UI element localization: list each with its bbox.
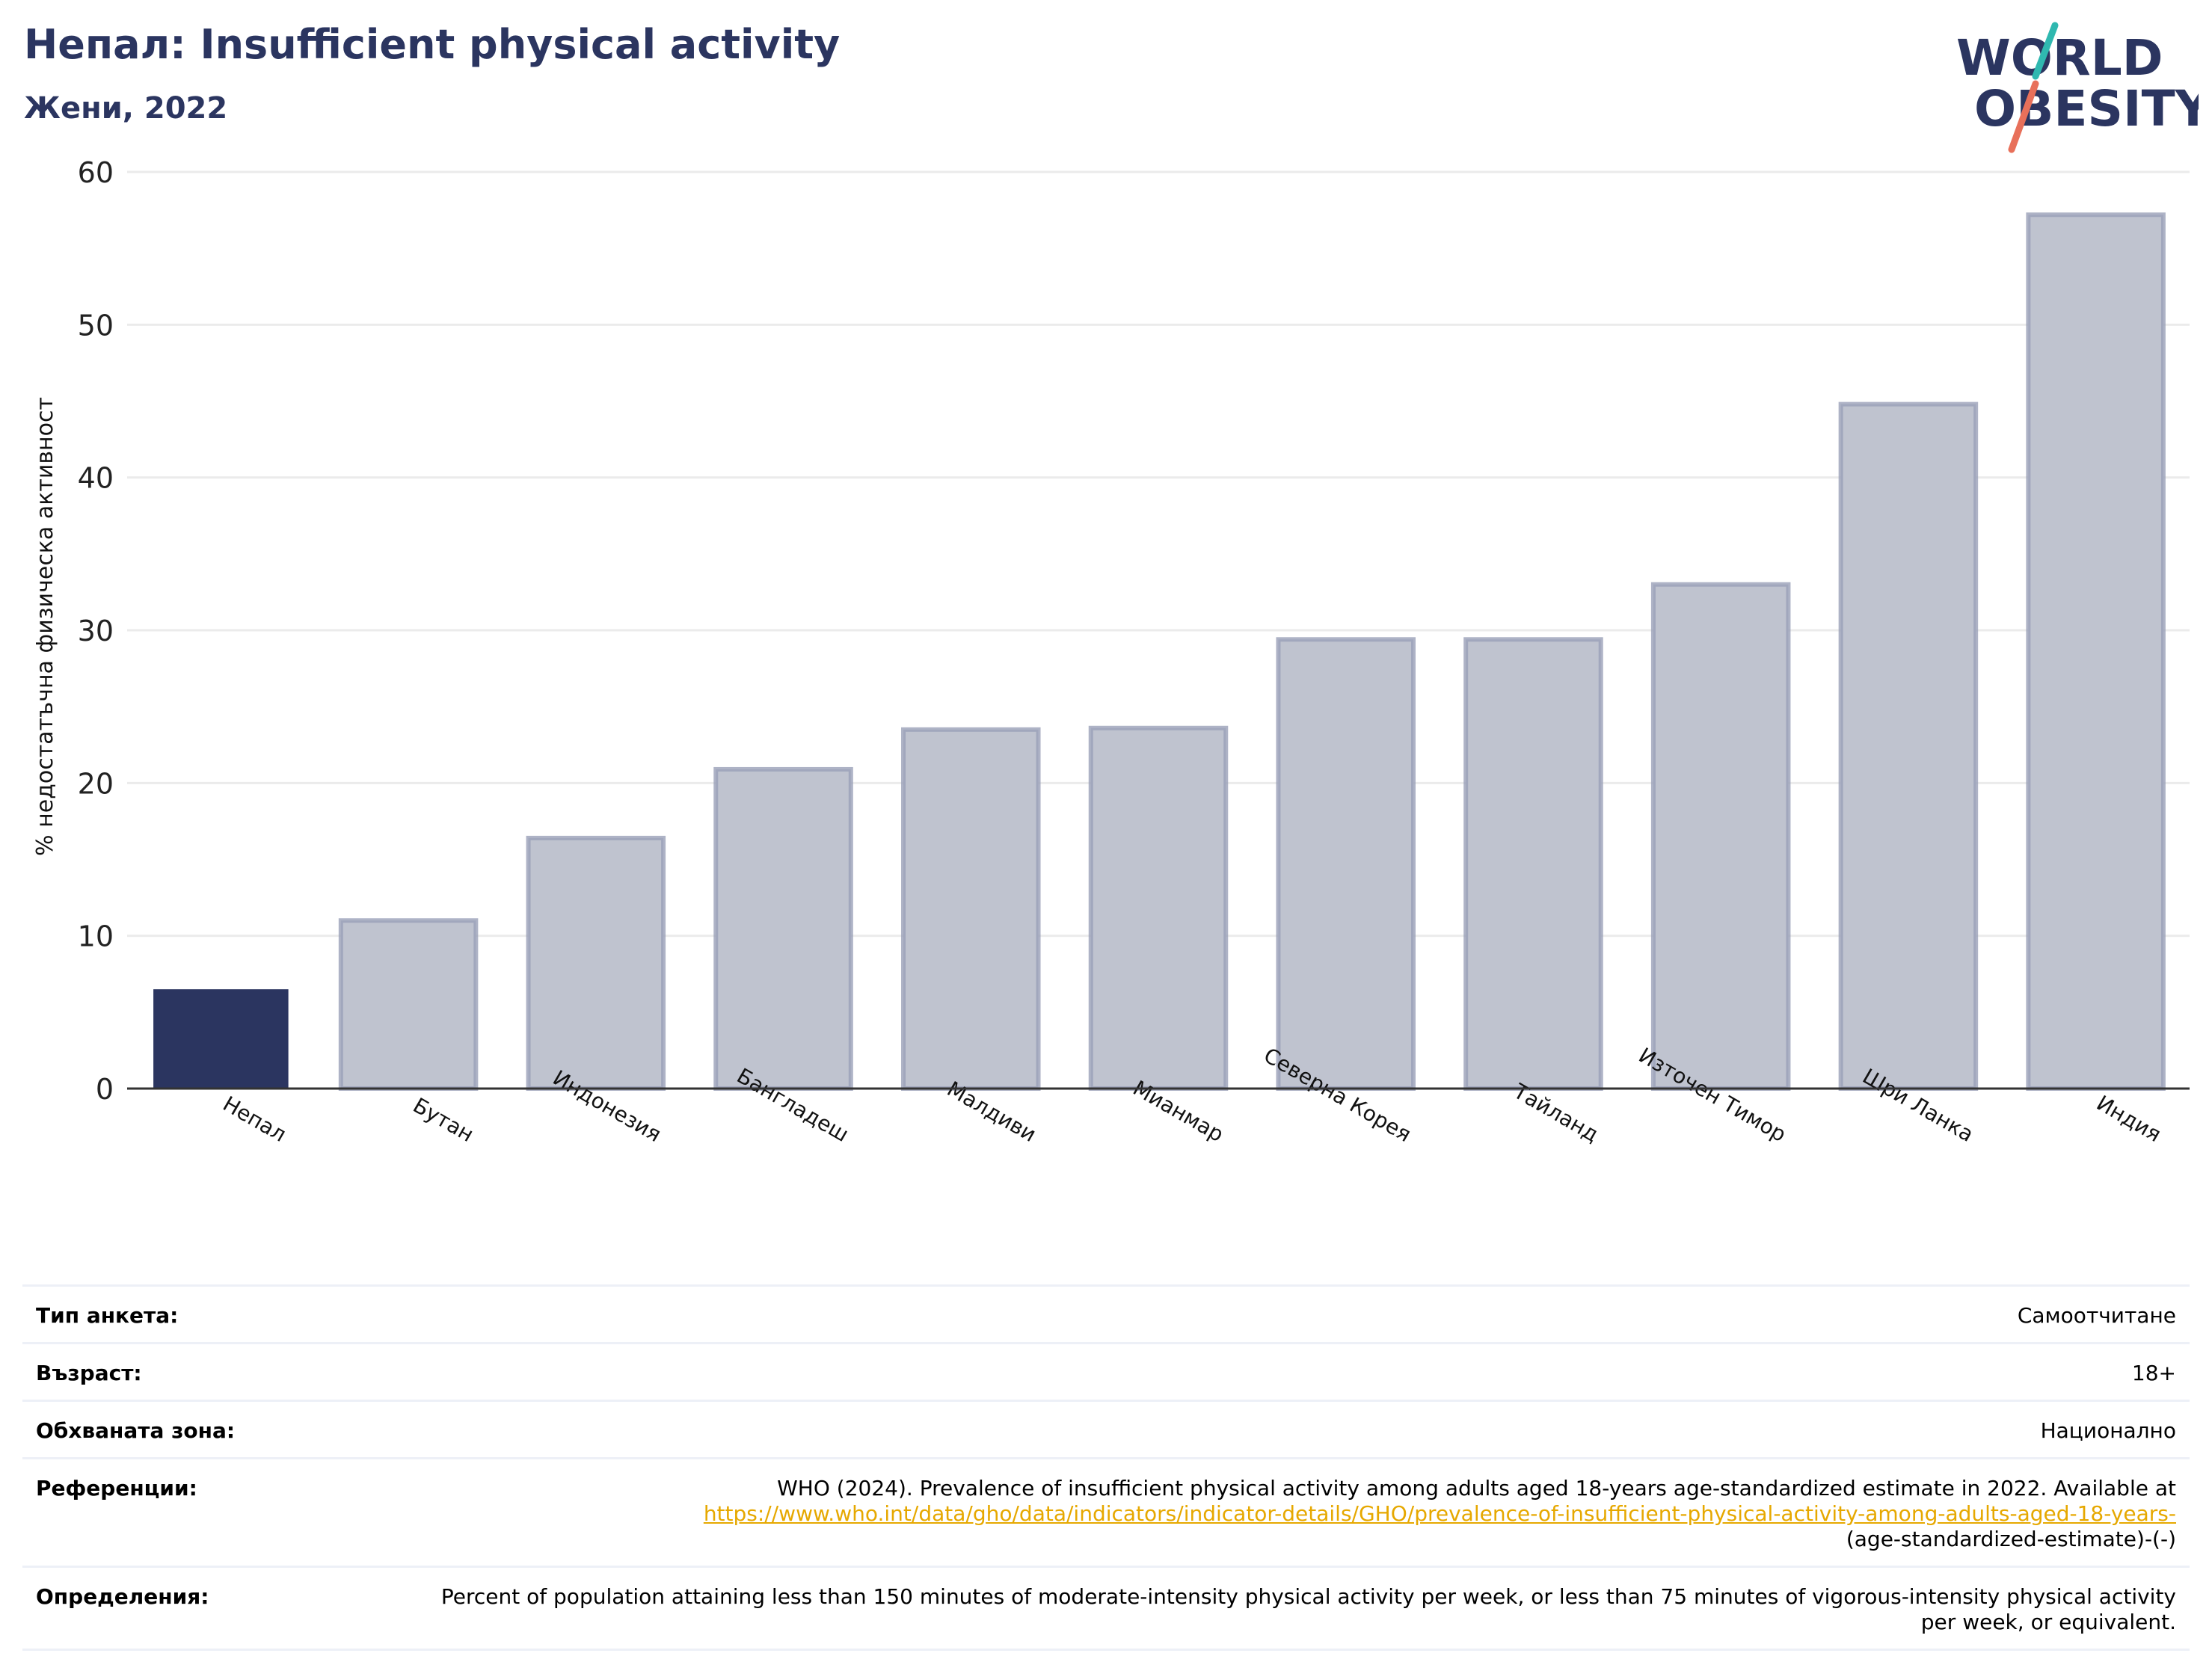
bar-10: [2026, 212, 2166, 1091]
logo-word-world: WORLD: [1956, 29, 2163, 87]
x-tick-label: Непал: [218, 1092, 290, 1147]
references-suffix: (age-standardized-estimate)-(-): [1846, 1527, 2176, 1551]
age-label: Възраст:: [36, 1361, 142, 1385]
bar-6: [1276, 637, 1416, 1091]
meta-row-age: Възраст: 18+: [22, 1342, 2190, 1400]
references-label: Референции:: [36, 1476, 197, 1501]
logo-word-obesity: OBESITY: [1974, 80, 2199, 138]
bar-8: [1650, 582, 1791, 1091]
meta-row-references: Референции: WHO (2024). Prevalence of in…: [22, 1457, 2190, 1566]
area-label: Обхваната зона:: [36, 1418, 236, 1443]
area-value: Национално: [2040, 1418, 2176, 1443]
chart-title: Непал: Insufficient physical activity: [24, 21, 841, 68]
y-tick-label: 20: [78, 767, 114, 800]
y-tick-label: 10: [78, 920, 114, 953]
y-tick-label: 50: [78, 309, 114, 342]
meta-row-area: Обхваната зона: Национално: [22, 1400, 2190, 1457]
logo-slash-teal: [2032, 22, 2059, 80]
bar-2: [526, 835, 666, 1091]
bar-3: [713, 766, 853, 1092]
definitions-value: Percent of population attaining less tha…: [440, 1584, 2176, 1634]
bar-chart: 0 10 20 30 40 50 60 % недостатъчна физическа ак…: [32, 156, 2190, 1147]
references-value: WHO (2024). Prevalence of insufficient p…: [425, 1476, 2176, 1552]
meta-row-survey-type: Тип анкета: Самоотчитане: [22, 1284, 2190, 1342]
meta-row-definitions: Определения: Percent of population attai…: [22, 1566, 2190, 1651]
survey-type-label: Тип анкета:: [36, 1303, 179, 1328]
metadata-table: Тип анкета: Самоотчитане Възраст: 18+ Об…: [22, 1284, 2190, 1651]
references-text: WHO (2024). Prevalence of insufficient p…: [777, 1476, 2176, 1501]
x-tick-label: Индия: [2092, 1091, 2166, 1147]
y-axis-label: % недостатъчна физическа активност: [32, 397, 58, 856]
definitions-label: Определения:: [36, 1584, 209, 1609]
x-tick-label: Бутан: [409, 1093, 478, 1147]
references-link[interactable]: https://www.who.int/data/gho/data/indica…: [703, 1501, 2176, 1526]
bar-9: [1838, 401, 1979, 1091]
logo-slash-coral: [2008, 80, 2039, 153]
y-tick-label: 30: [78, 615, 114, 647]
y-tick-label: 60: [78, 156, 114, 189]
survey-type-value: Самоотчитане: [2017, 1303, 2176, 1328]
bar-5: [1088, 725, 1229, 1091]
y-tick-label: 40: [78, 462, 114, 495]
y-tick-label: 0: [96, 1073, 114, 1106]
bar-1: [338, 918, 479, 1091]
age-value: 18+: [2131, 1361, 2176, 1385]
chart-subtitle: Жени, 2022: [24, 91, 228, 126]
bar-4: [901, 727, 1041, 1091]
bar-0: [153, 989, 289, 1089]
bar-7: [1463, 637, 1603, 1091]
world-obesity-logo: WORLD OBESITY: [1956, 22, 2199, 153]
